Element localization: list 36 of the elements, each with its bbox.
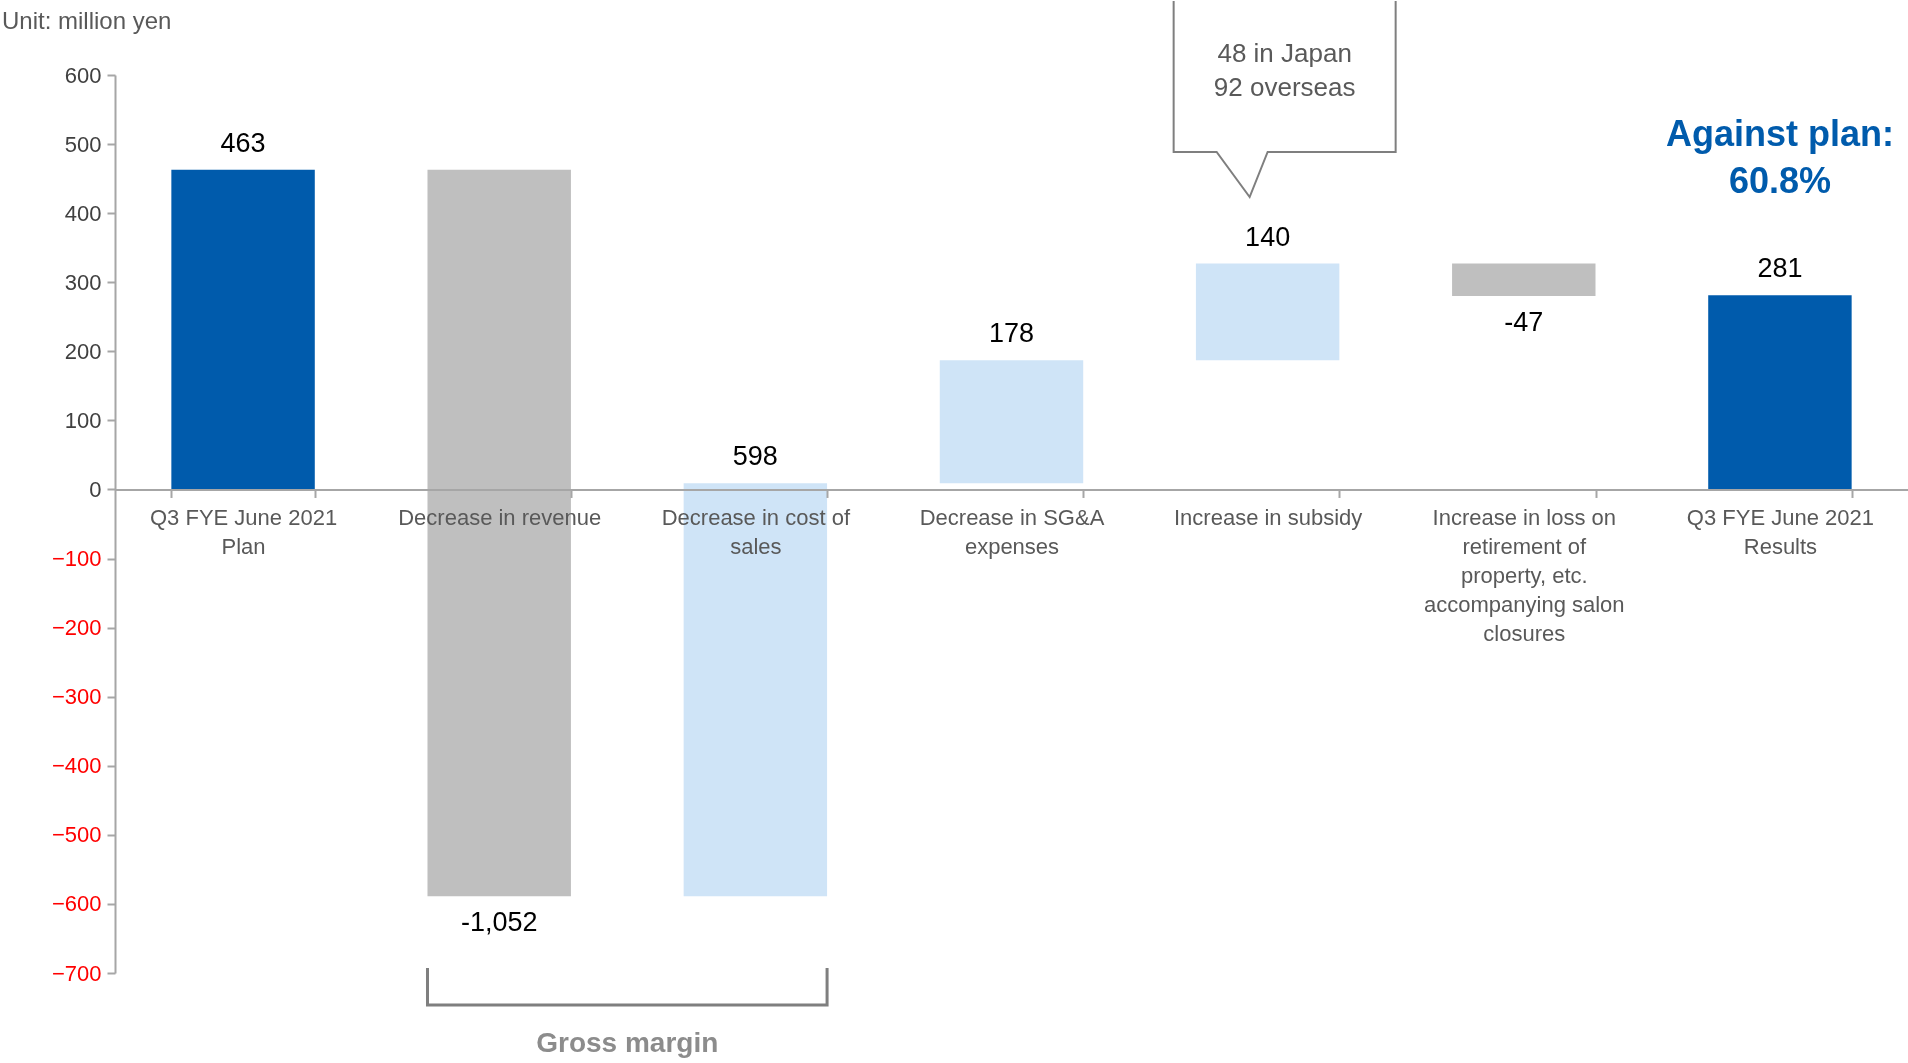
y-tick-label: 400	[64, 200, 102, 226]
y-tick-label: −200	[51, 615, 102, 641]
data-label: 463	[220, 127, 266, 158]
x-tick-label: Decrease in cost of sales	[661, 504, 851, 559]
y-tick-label: −400	[51, 753, 102, 779]
y-tick-label: 300	[64, 269, 102, 295]
y-tick-label: −500	[51, 822, 102, 848]
x-tick-label: Q3 FYE June 2021 Plan	[150, 504, 338, 559]
data-label: 178	[988, 318, 1035, 349]
bar	[171, 169, 315, 490]
annotation: Against plan: 60.8%	[1665, 113, 1895, 201]
data-label: 140	[1245, 221, 1291, 252]
x-tick-label: Increase in subsidy	[1173, 504, 1363, 530]
y-tick-label: −300	[51, 684, 102, 710]
x-tick-label: Increase in loss on retirement of property, etc. accompanying salon closures	[1424, 504, 1625, 646]
y-tick-label: 600	[64, 62, 102, 88]
bar	[939, 360, 1084, 484]
text: Unit: million yen	[2, 7, 172, 34]
bar	[1452, 263, 1596, 297]
x-tick-label: Q3 FYE June 2021 Results	[1686, 504, 1874, 559]
y-tick-label: −700	[51, 960, 102, 986]
text: Gross margin	[536, 1027, 719, 1058]
data-label: 598	[732, 441, 778, 472]
y-tick-label: 0	[89, 476, 102, 502]
y-tick-label: −600	[51, 891, 102, 917]
data-label: -1,052	[460, 907, 538, 938]
y-tick-label: 500	[64, 131, 102, 157]
y-tick-label: 100	[64, 407, 102, 433]
data-label: -47	[1504, 307, 1544, 338]
bar	[1708, 295, 1852, 490]
x-tick-label: Decrease in SG&A expenses	[919, 504, 1105, 559]
bar	[1195, 263, 1340, 361]
annotation: 48 in Japan 92 overseas	[1213, 38, 1356, 102]
data-label: 281	[1757, 253, 1803, 284]
y-tick-label: 200	[64, 338, 102, 364]
y-tick-label: −100	[51, 546, 102, 572]
